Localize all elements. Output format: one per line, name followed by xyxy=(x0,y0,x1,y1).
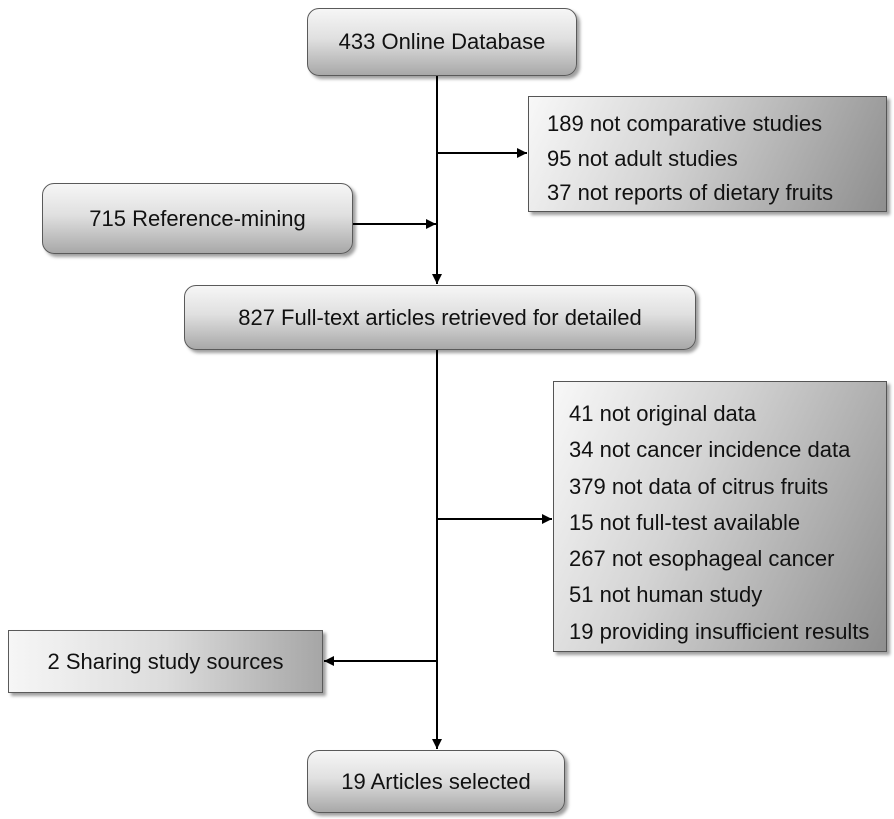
exclusion-item: 19 providing insufficient results xyxy=(569,618,870,644)
articles-selected-box: 19 Articles selected xyxy=(307,750,565,813)
exclusion-item: 189 not comparative studies xyxy=(547,111,823,136)
full-text-box: 827 Full-text articles retrieved for det… xyxy=(184,285,696,350)
exclusions-second-box: 41 not original data 34 not cancer incid… xyxy=(553,381,887,652)
exclusion-item: 15 not full-test available xyxy=(569,509,801,535)
reference-mining-label: 715 Reference-mining xyxy=(89,205,306,231)
exclusion-item: 41 not original data xyxy=(569,401,757,426)
sharing-sources-label: 2 Sharing study sources xyxy=(47,648,284,674)
exclusion-item: 51 not human study xyxy=(569,582,763,608)
sharing-sources-box: 2 Sharing study sources xyxy=(8,630,323,693)
exclusion-item: 267 not esophageal cancer xyxy=(569,546,835,572)
online-database-label: 433 Online Database xyxy=(338,29,546,54)
full-text-label: 827 Full-text articles retrieved for det… xyxy=(238,304,642,330)
reference-mining-box: 715 Reference-mining xyxy=(42,183,353,254)
online-database-box: 433 Online Database xyxy=(307,8,577,76)
exclusions-first-box: 189 not comparative studies 95 not adult… xyxy=(528,96,887,212)
exclusion-item: 34 not cancer incidence data xyxy=(569,437,851,463)
exclusion-item: 37 not reports of dietary fruits xyxy=(547,180,834,205)
exclusion-item: 379 not data of citrus fruits xyxy=(569,473,829,499)
exclusion-item: 95 not adult studies xyxy=(547,145,738,171)
articles-selected-label: 19 Articles selected xyxy=(341,768,531,794)
